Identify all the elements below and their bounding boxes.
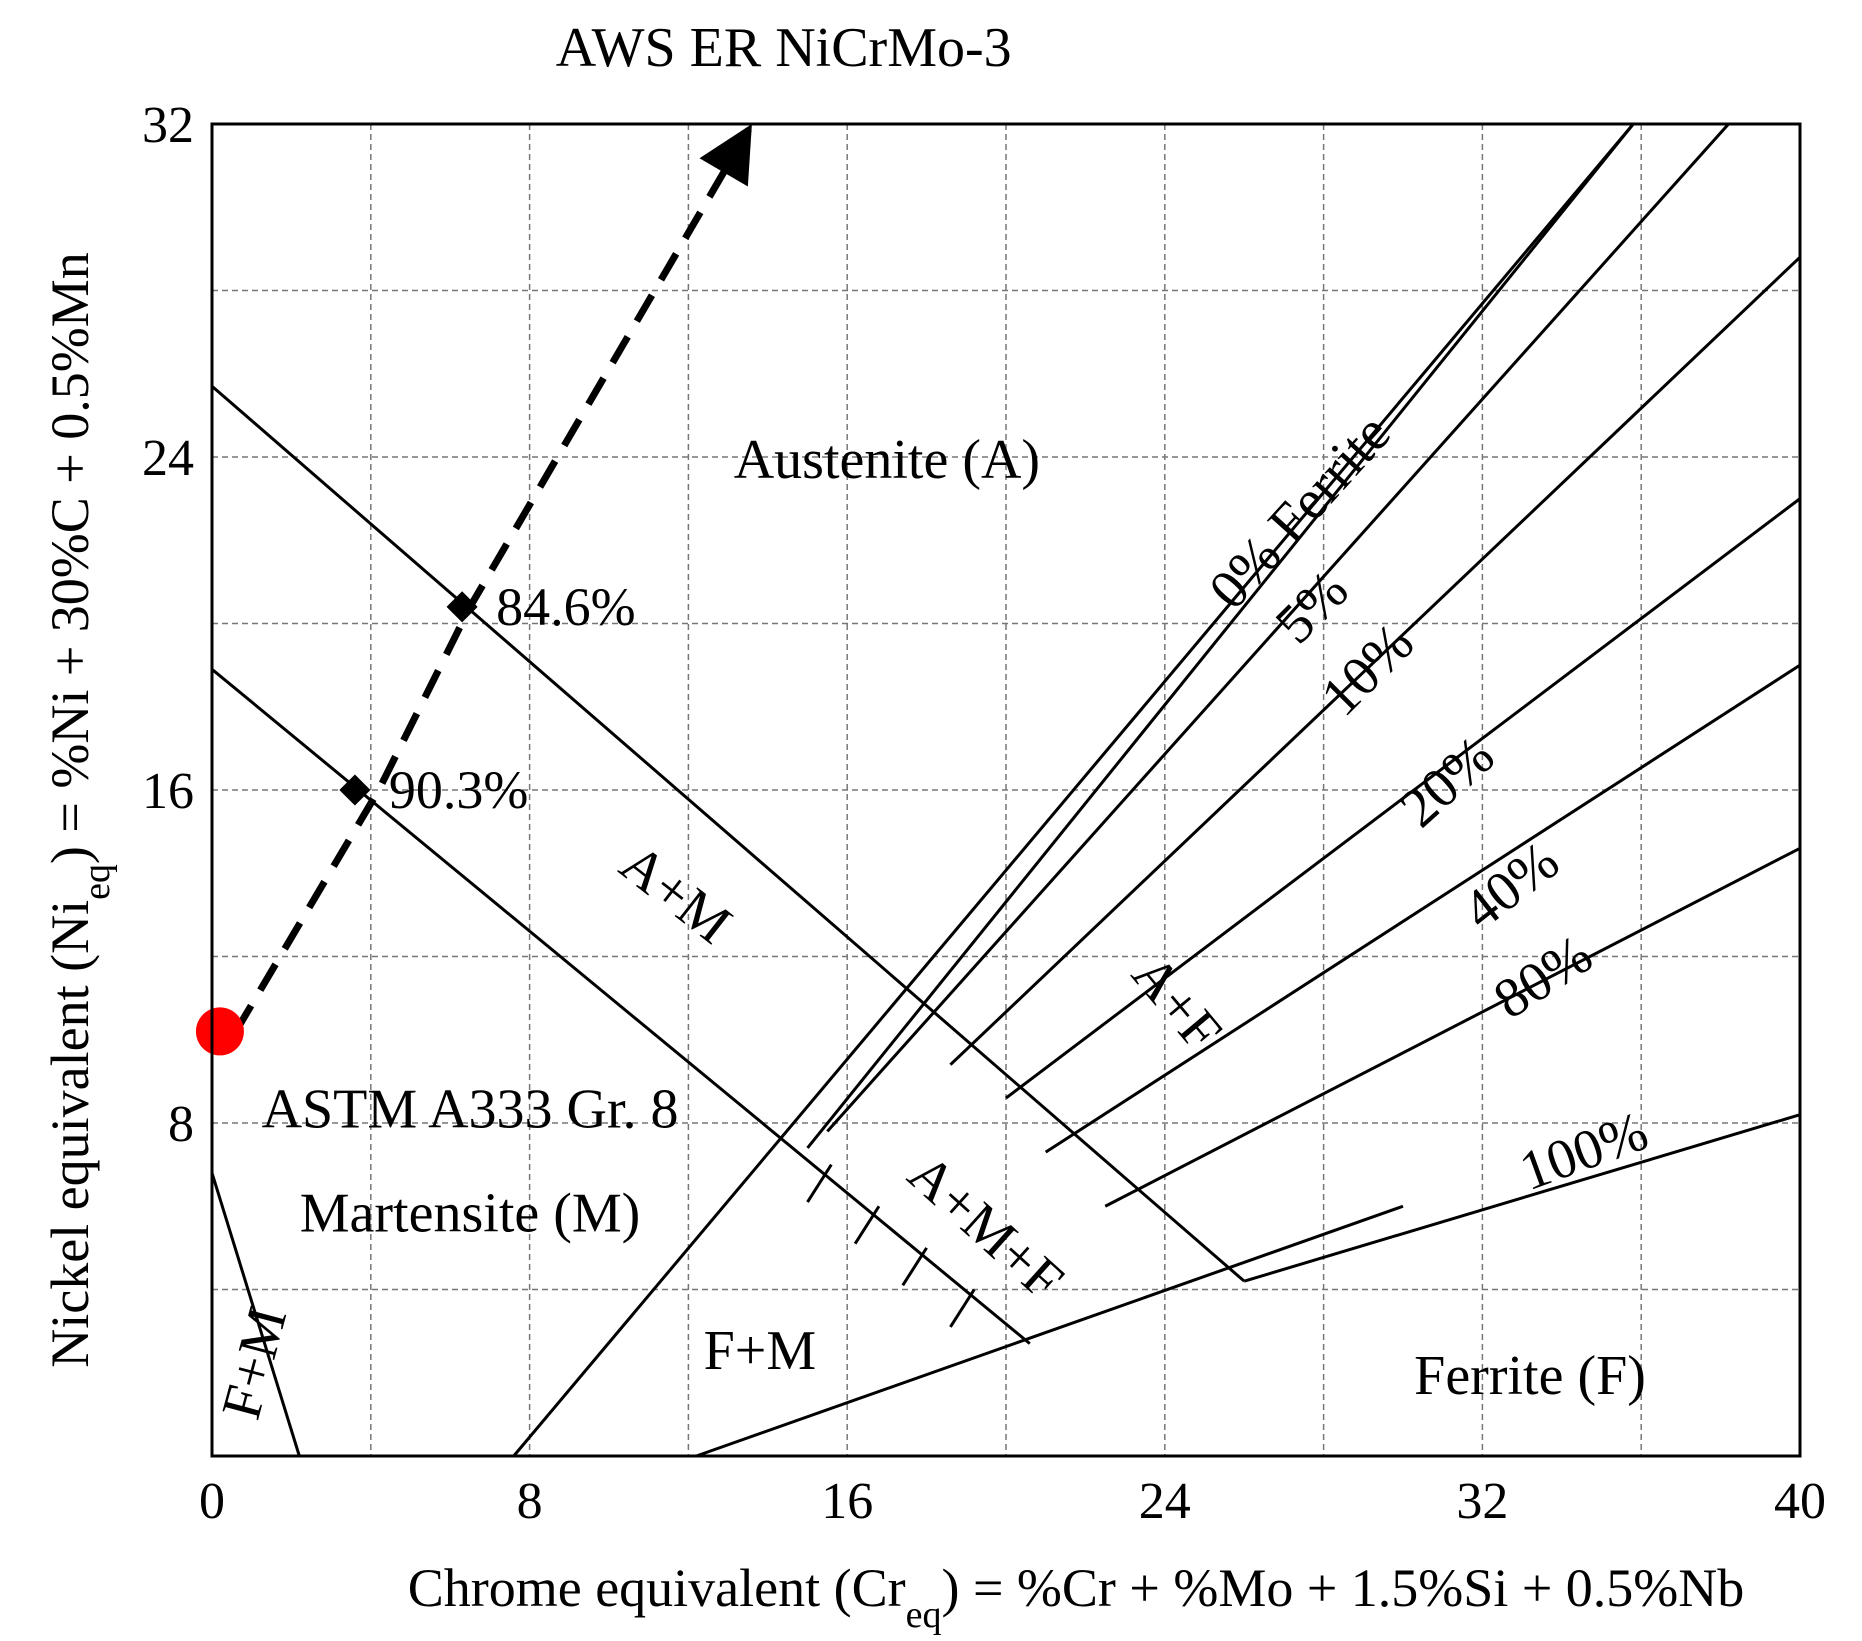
gridlines <box>212 124 1800 1456</box>
x-tick-label: 40 <box>1774 1473 1826 1530</box>
region-label: F+M <box>704 1320 817 1382</box>
axis-ticks: 0 8 16 24 32 40 8 16 24 32 <box>142 97 1826 1530</box>
marker-point <box>339 774 371 806</box>
dilution-series <box>195 122 755 1056</box>
region-label: ASTM A333 Gr. 8 <box>262 1079 679 1141</box>
base-metal-point <box>195 1007 244 1056</box>
plot-frame <box>210 122 1802 1458</box>
boundary-ferrite-80 <box>1104 846 1801 1208</box>
x-tick-label: 32 <box>1456 1473 1508 1530</box>
boundary-tick <box>901 1247 928 1287</box>
arrowhead <box>699 124 752 187</box>
region-label: Austenite (A) <box>734 429 1040 491</box>
boundary-ferrite-lower <box>695 1204 1404 1458</box>
marker-point <box>446 591 478 623</box>
x-tick-label: 24 <box>1139 1473 1191 1530</box>
x-axis-title: Chrome equivalent (Creq) = %Cr + %Mo + 1… <box>408 1558 1745 1636</box>
boundary-austenite-martensite-upper <box>211 385 1246 1283</box>
boundary-ferrite-40 <box>1044 663 1801 1154</box>
filler-metal-label: AWS ER NiCrMo-3 <box>556 17 1012 79</box>
ferrite-iso-label: 100% <box>1512 1100 1656 1203</box>
ferrite-iso-label: 20% <box>1388 725 1506 840</box>
region-label: A+F <box>1120 944 1234 1063</box>
boundary-ferrite-10 <box>949 256 1802 1066</box>
ferrite-iso-label: 80% <box>1483 923 1603 1031</box>
boundary-ferrite-martensite-right <box>512 123 1635 1457</box>
boundary-ferrite-20 <box>1005 497 1801 1100</box>
region-label: A+M <box>609 832 743 956</box>
region-label: Martensite (M) <box>300 1183 641 1245</box>
phase-boundaries <box>210 122 1802 1458</box>
y-tick-label: 32 <box>142 97 194 154</box>
axis-titles: Chrome equivalent (Creq) = %Cr + %Mo + 1… <box>40 252 1744 1636</box>
boundary-ferrite-martensite-left <box>210 1172 301 1457</box>
boundary-ferrite-0 <box>806 123 1635 1149</box>
x-tick-label: 8 <box>517 1473 543 1530</box>
boundary-ferrite-5 <box>826 122 1730 1133</box>
marker-label: 84.6% <box>496 577 635 637</box>
x-tick-label: 16 <box>821 1473 873 1530</box>
y-tick-label: 16 <box>142 763 194 820</box>
y-tick-label: 8 <box>168 1096 194 1153</box>
boundary-tick <box>853 1205 881 1245</box>
ferrite-iso-label: 40% <box>1451 830 1570 942</box>
region-label: A+M+F <box>896 1143 1075 1313</box>
region-label: F+M <box>210 1301 299 1426</box>
boundary-ferrite-100 <box>1243 1113 1801 1283</box>
y-tick-label: 24 <box>142 430 194 487</box>
boundary-tick <box>806 1163 833 1203</box>
y-axis-title: Nickel equivalent (Nieq) = %Ni + 30%C + … <box>40 252 118 1368</box>
region-label: Ferrite (F) <box>1414 1345 1646 1407</box>
chart-labels: 84.6% 90.3% Austenite (A) A+M Martensite (M)… <box>210 17 1656 1425</box>
marker-label: 90.3% <box>389 760 528 820</box>
boundary-tick <box>949 1288 976 1328</box>
x-tick-label: 0 <box>199 1473 225 1530</box>
